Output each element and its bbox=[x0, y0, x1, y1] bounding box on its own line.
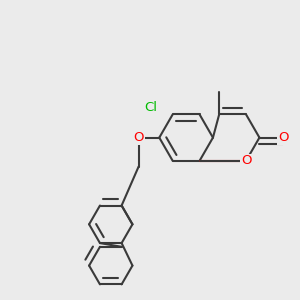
Text: O: O bbox=[241, 154, 251, 167]
Text: Cl: Cl bbox=[145, 101, 158, 114]
Text: O: O bbox=[134, 131, 144, 144]
Text: Cl: Cl bbox=[146, 100, 159, 112]
Text: O: O bbox=[278, 131, 288, 144]
Text: O: O bbox=[134, 131, 144, 144]
Text: O: O bbox=[278, 131, 288, 144]
Text: O: O bbox=[241, 154, 251, 167]
